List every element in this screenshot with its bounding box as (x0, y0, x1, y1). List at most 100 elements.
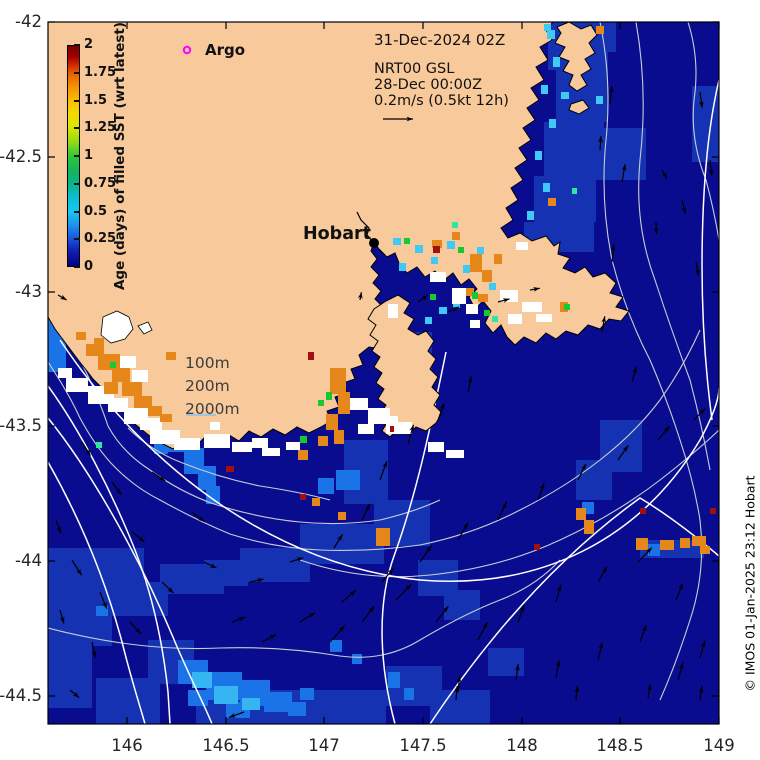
sst-age-patch (264, 692, 292, 712)
sst-age-patch (660, 540, 674, 550)
current-arrow (698, 686, 704, 701)
coastline-polygon (568, 99, 590, 115)
sst-age-patch (494, 254, 502, 264)
coastline-polygon (554, 22, 598, 92)
current-arrow (151, 471, 166, 482)
current-arrow (129, 621, 142, 635)
sst-age-patch (492, 316, 498, 322)
lake-polygon (100, 310, 134, 344)
sst-age-patch (536, 314, 552, 322)
sst-age-patch (431, 257, 438, 264)
sst-age-patch (433, 246, 440, 253)
sst-age-patch (338, 392, 350, 414)
sst-age-patch (390, 426, 394, 432)
sst-age-patch (326, 392, 332, 400)
sst-age-patches-under (48, 22, 719, 724)
current-arrow (694, 261, 700, 276)
current-arrows (55, 86, 714, 719)
sst-age-patch (549, 119, 556, 128)
current-arrow (597, 566, 608, 583)
sst-age-patch (204, 560, 248, 586)
lake-polygon (137, 321, 153, 335)
current-arrow (657, 425, 671, 441)
sst-age-patch (452, 222, 458, 228)
sst-age-patch (226, 466, 234, 472)
argo-legend-marker (182, 45, 192, 55)
sea-level-contour (701, 79, 719, 421)
current-arrow (329, 625, 346, 643)
current-arrow (621, 164, 627, 183)
current-arrow (395, 583, 412, 601)
sst-age-patch (318, 478, 334, 494)
sst-age-patch (166, 352, 176, 360)
sst-age-patch (232, 442, 252, 452)
current-arrow (383, 116, 413, 122)
sst-age-patch (576, 508, 586, 520)
y-tick-label: -42.5 (0, 147, 42, 166)
sst-age-patch (134, 396, 152, 408)
velocity-reference-arrow (383, 116, 413, 122)
sst-age-patch (160, 414, 172, 422)
sst-age-patch (470, 254, 482, 272)
sst-age-patch (300, 494, 306, 500)
current-arrow (357, 292, 363, 301)
current-arrow (681, 199, 687, 214)
sst-age-patch (398, 422, 412, 434)
city-label: Hobart (303, 224, 372, 244)
velocity-key-model: NRT00 GSL (374, 61, 455, 77)
sst-age-patch (388, 304, 398, 318)
current-arrow (637, 547, 653, 563)
colorbar-tick-mark (74, 44, 80, 46)
sst-age-patch (430, 272, 446, 282)
colorbar-tick-label: 0.25 (84, 231, 117, 247)
sst-age-patch (66, 378, 88, 392)
sst-age-patch (553, 57, 560, 67)
current-arrow (497, 501, 507, 521)
current-arrow (693, 408, 706, 421)
current-arrow (457, 522, 469, 541)
sst-age-patch (425, 317, 432, 324)
current-arrow (69, 689, 80, 699)
current-arrow (55, 519, 62, 534)
velocity-key: NRT00 GSL 28-Dec 00:00Z 0.2m/s (0.5kt 12… (374, 61, 509, 109)
sst-age-patch (543, 183, 550, 192)
sst-age-patch (508, 314, 522, 324)
sst-age-patch (300, 436, 307, 443)
sst-age-patch (584, 520, 594, 534)
sst-age-patch (308, 352, 314, 360)
current-arrow (675, 583, 684, 601)
sst-age-patch (439, 307, 447, 314)
sst-age-patch (86, 344, 104, 356)
current-arrow (333, 534, 343, 549)
bathymetry-contour (127, 427, 331, 501)
sst-age-patch (192, 672, 212, 688)
current-arrow (653, 221, 659, 235)
sst-age-patch (300, 688, 314, 700)
colorbar-tick-mark (74, 71, 80, 74)
sst-age-patch (489, 283, 496, 290)
bathymetry-contours (48, 22, 719, 701)
sst-age-patch (484, 310, 490, 316)
colorbar-tick-label: 1.5 (84, 92, 108, 108)
sst-age-patch (404, 238, 410, 244)
sst-age-patch (544, 24, 551, 31)
x-tick-label: 148 (506, 736, 538, 755)
current-arrow (497, 298, 510, 303)
velocity-key-scale: 0.2m/s (0.5kt 12h) (374, 93, 509, 109)
current-arrow (631, 366, 637, 383)
bathymetry-contour (635, 22, 711, 471)
current-arrow (71, 559, 83, 576)
current-arrow (91, 641, 97, 658)
sst-age-patch (210, 422, 220, 430)
current-arrow (574, 686, 580, 701)
sst-age-patch (548, 198, 556, 206)
sst-age-patch (326, 414, 338, 430)
sst-age-patch (640, 508, 646, 514)
x-tick-label: 147.5 (399, 736, 447, 755)
map-datetime: 31-Dec-2024 02Z (374, 31, 506, 49)
colorbar-tick-label: 0.75 (84, 175, 117, 191)
current-arrow (203, 561, 217, 569)
sst-age-patch (214, 686, 238, 704)
current-arrow (231, 616, 246, 623)
